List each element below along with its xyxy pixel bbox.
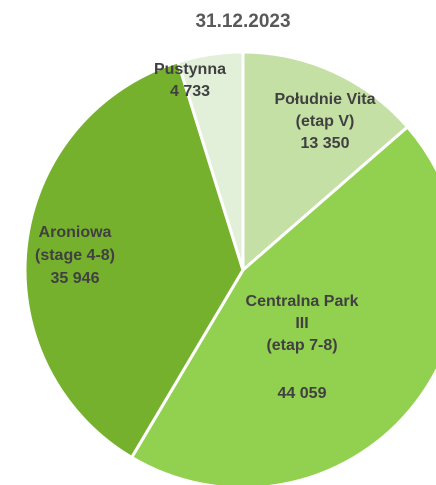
pie-slice (176, 50, 245, 271)
slice-label: Południe Vita (274, 91, 375, 108)
slice-label: III (295, 315, 308, 332)
pie-slice (241, 50, 410, 274)
pie-slice (23, 60, 245, 460)
value-label: 13 350 (301, 135, 350, 152)
slice-label: Centralna Park (246, 293, 359, 310)
value-label: 4 733 (170, 83, 210, 100)
pie-slice (129, 124, 436, 485)
slice-label: (stage 4-8) (35, 247, 115, 264)
slice-label: Pustynna (154, 61, 226, 78)
slice-label: Aroniowa (39, 224, 112, 241)
value-label: 44 059 (278, 385, 327, 402)
slice-label: (etap 7-8) (266, 337, 337, 354)
value-label: 35 946 (51, 270, 100, 287)
chart-title: 31.12.2023 (195, 11, 290, 32)
slice-label: (etap V) (296, 113, 355, 130)
